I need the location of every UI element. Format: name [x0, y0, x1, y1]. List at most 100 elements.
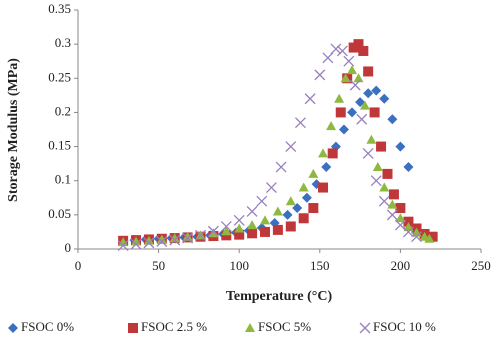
marker: [265, 182, 277, 194]
marker: [395, 141, 406, 152]
marker: [156, 234, 167, 244]
marker: [424, 233, 435, 243]
marker: [358, 45, 369, 56]
marker: [314, 69, 326, 81]
x-tick-label: 50: [152, 258, 165, 273]
marker: [363, 88, 374, 99]
marker: [195, 229, 206, 241]
marker: [259, 215, 270, 225]
marker: [394, 219, 406, 231]
legend-marker: [359, 322, 371, 334]
legend-marker: [245, 323, 255, 332]
marker: [327, 148, 338, 159]
marker: [275, 161, 287, 173]
marker: [285, 196, 296, 206]
marker: [318, 148, 329, 158]
marker: [208, 228, 219, 238]
marker: [395, 213, 406, 223]
marker: [272, 224, 283, 235]
x-axis-title: Temperature (°C): [226, 289, 333, 304]
marker: [363, 66, 374, 77]
marker: [247, 220, 258, 230]
x-tick-label: 0: [75, 258, 82, 273]
marker: [259, 226, 270, 237]
marker: [387, 199, 398, 209]
marker: [379, 93, 390, 104]
marker: [117, 240, 129, 252]
marker: [221, 226, 232, 236]
marker: [355, 97, 366, 108]
marker: [246, 205, 258, 217]
y-tick-label: 0.25: [48, 69, 71, 84]
marker: [347, 65, 358, 75]
marker: [371, 85, 382, 96]
marker: [282, 209, 293, 220]
marker: [285, 221, 296, 232]
marker: [343, 55, 355, 67]
legend-marker: [8, 323, 18, 333]
marker: [169, 234, 181, 246]
legend-marker: [128, 323, 138, 333]
marker: [356, 113, 368, 125]
marker: [353, 73, 364, 83]
marker: [366, 134, 377, 144]
marker: [169, 233, 180, 243]
x-tick-label: 250: [471, 258, 491, 273]
marker: [322, 52, 334, 64]
marker: [308, 168, 319, 178]
marker: [386, 209, 398, 221]
marker: [234, 229, 245, 240]
x-tick-label: 100: [229, 258, 249, 273]
y-tick-label: 0.15: [48, 138, 71, 153]
marker: [403, 216, 414, 227]
y-tick-label: 0.2: [55, 103, 71, 118]
marker: [403, 226, 414, 238]
marker: [379, 182, 390, 192]
marker: [338, 124, 349, 135]
marker: [207, 225, 219, 237]
marker: [247, 228, 258, 239]
marker: [340, 73, 351, 83]
marker: [378, 195, 390, 207]
legend-label: FSOC 0%: [21, 319, 74, 334]
marker: [298, 182, 309, 192]
marker: [130, 238, 142, 250]
y-tick-label: 0.05: [48, 206, 71, 221]
marker: [395, 203, 406, 214]
marker: [220, 221, 232, 232]
marker: [347, 107, 358, 118]
marker: [349, 79, 361, 91]
marker: [326, 121, 337, 131]
marker: [182, 232, 194, 244]
y-axis-title: Storage Modulus (MPa): [6, 58, 21, 202]
marker: [233, 214, 245, 226]
x-tick-label: 150: [310, 258, 330, 273]
marker: [335, 107, 346, 118]
marker: [330, 43, 342, 55]
marker: [388, 189, 399, 200]
marker: [372, 162, 383, 172]
x-tick-label: 200: [391, 258, 411, 273]
marker: [182, 231, 193, 241]
y-tick-label: 0.1: [55, 172, 71, 187]
marker: [427, 231, 438, 242]
marker: [359, 100, 370, 110]
marker: [362, 147, 374, 159]
marker: [285, 141, 297, 153]
marker: [334, 93, 345, 103]
marker: [403, 162, 414, 173]
legend-label: FSOC 10 %: [373, 319, 436, 334]
marker: [411, 231, 422, 243]
marker: [318, 182, 329, 193]
marker: [221, 230, 232, 241]
marker: [143, 235, 154, 245]
marker: [369, 107, 380, 118]
marker: [382, 168, 393, 179]
marker: [301, 192, 312, 203]
marker: [376, 141, 387, 152]
marker: [370, 175, 382, 187]
marker: [308, 203, 319, 214]
marker: [353, 39, 364, 50]
legend-label: FSOC 2.5 %: [141, 319, 207, 334]
